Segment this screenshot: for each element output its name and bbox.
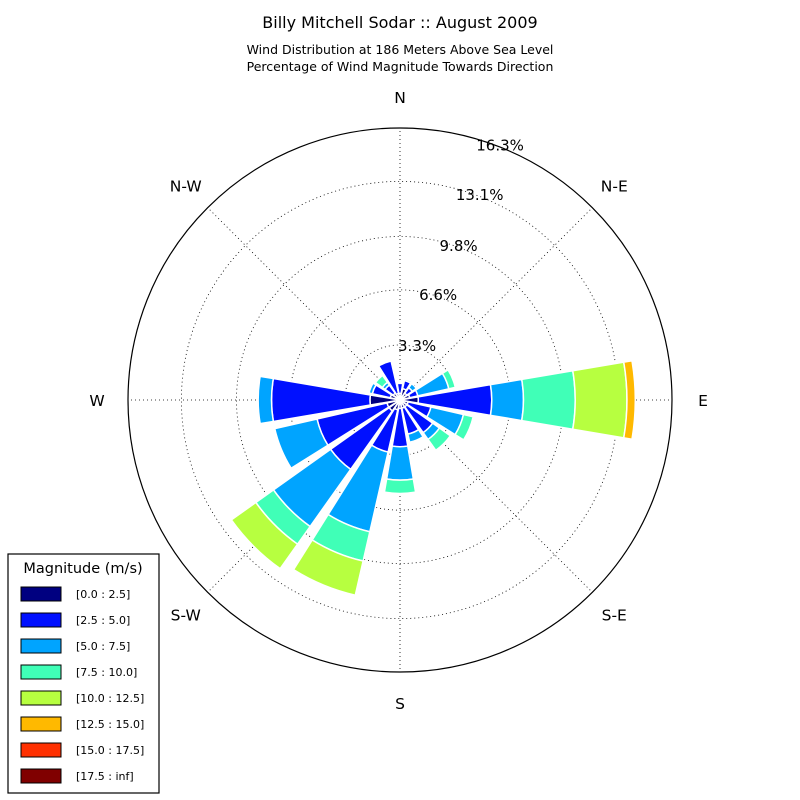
direction-label-n-e: N-E [601, 178, 628, 196]
wind-bar-sector-4-bin-4 [571, 361, 628, 439]
radial-tick-label-4: 16.3% [476, 137, 524, 155]
radial-tick-label-1: 6.6% [419, 286, 457, 304]
legend-swatch-4 [20, 690, 62, 706]
angular-gridline-3 [399, 399, 593, 593]
wind-bar-sector-4-bin-5 [622, 359, 636, 441]
legend-label-2: [5.0 : 7.5] [76, 640, 130, 653]
angular-gridline-7 [207, 207, 401, 401]
chart-title: Billy Mitchell Sodar :: August 2009 [262, 13, 537, 32]
wind-bar-sector-7-bin-2 [406, 428, 425, 444]
legend-swatch-1 [20, 612, 62, 628]
wind-bar-sector-4-bin-3 [520, 369, 576, 431]
angular-gridline-1 [399, 207, 593, 401]
radial-tick-label-0: 3.3% [398, 337, 436, 355]
legend: Magnitude (m/s) [0.0 : 2.5] [2.5 : 5.0] [5… [7, 553, 160, 794]
wind-bars [230, 359, 636, 597]
wind-bar-sector-1-bin-2 [403, 377, 413, 385]
legend-label-5: [12.5 : 15.0] [76, 718, 144, 731]
legend-label-0: [0.0 : 2.5] [76, 588, 130, 601]
polar-outer-frame [127, 127, 673, 673]
wind-bar-sector-14-bin-3 [374, 374, 389, 389]
legend-label-4: [10.0 : 12.5] [76, 692, 144, 705]
legend-label-3: [7.5 : 10.0] [76, 666, 137, 679]
direction-label-e: E [698, 392, 708, 410]
wind-bar-sector-8-bin-3 [383, 478, 417, 495]
wind-bar-sector-13-bin-2 [368, 382, 378, 395]
legend-swatch-3 [20, 664, 62, 680]
legend-label-1: [2.5 : 5.0] [76, 614, 130, 627]
radial-tick-label-3: 13.1% [456, 186, 504, 204]
legend-label-7: [17.5 : inf] [76, 770, 134, 783]
legend-swatch-7 [20, 768, 62, 784]
polar-labels: 3.3% 6.6% 9.8% 13.1% 16.3% N N-E E S-E S S-W W N-W [89, 89, 708, 713]
legend-items: [0.0 : 2.5] [2.5 : 5.0] [5.0 : 7.5] [7.5 : … [20, 586, 144, 784]
radial-tick-label-2: 9.8% [440, 237, 478, 255]
chart-subtitle-line-2: Percentage of Wind Magnitude Towards Dir… [247, 59, 554, 74]
legend-swatch-2 [20, 638, 62, 654]
direction-label-s: S [395, 695, 405, 713]
wind-bar-sector-6-bin-3 [426, 426, 452, 452]
legend-title: Magnitude (m/s) [23, 561, 142, 577]
wind-bar-sector-15-bin-1 [377, 360, 400, 396]
wind-bar-sector-10-bin-4 [230, 501, 299, 570]
wind-bar-sector-11-bin-2 [273, 418, 329, 470]
direction-label-n-w: N-W [170, 178, 202, 196]
wind-bar-sector-9-bin-4 [292, 538, 365, 597]
wind-bar-sector-5-bin-3 [454, 413, 475, 441]
chart-subtitle-line-1: Wind Distribution at 186 Meters Above Se… [247, 42, 554, 57]
legend-swatch-5 [20, 716, 62, 732]
direction-label-n: N [394, 89, 406, 107]
legend-swatch-0 [20, 586, 62, 602]
wind-bar-sector-12-bin-2 [257, 375, 275, 425]
wind-bar-sector-3-bin-3 [441, 368, 457, 390]
direction-label-s-e: S-E [602, 606, 627, 624]
wind-bar-sector-8-bin-2 [385, 445, 415, 481]
wind-bar-sector-2-bin-2 [407, 382, 418, 393]
legend-label-6: [15.0 : 17.5] [76, 744, 144, 757]
direction-label-s-w: S-W [171, 606, 201, 624]
legend-swatch-6 [20, 742, 62, 758]
wind-bar-sector-4-bin-2 [489, 378, 525, 422]
direction-label-w: W [89, 392, 104, 410]
